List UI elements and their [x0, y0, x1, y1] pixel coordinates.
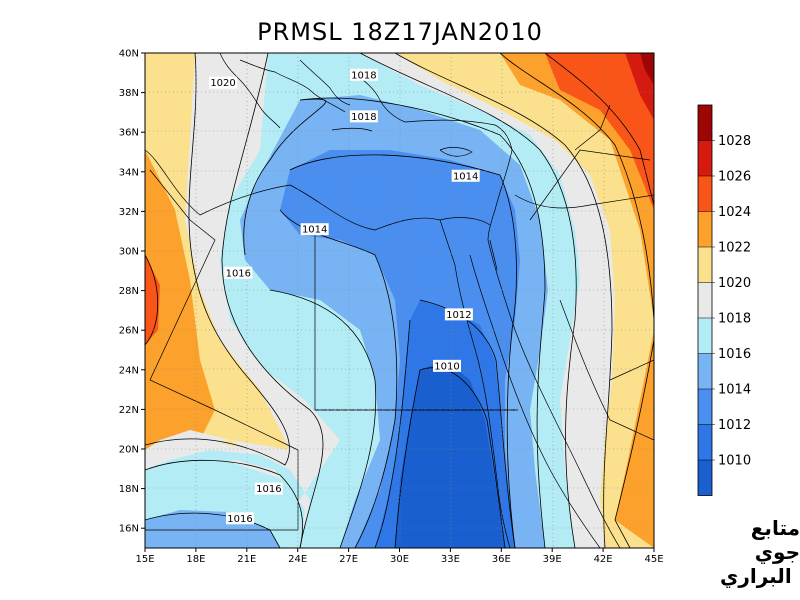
colorbar-label: 1012	[718, 418, 751, 433]
contour-labels: 1020 1018 1018 1014 1014 1016 1012 1010 1016 1016	[209, 68, 480, 525]
colorbar-segment	[698, 282, 712, 318]
signature-line-1: متابع جوي	[750, 516, 800, 564]
svg-text:1018: 1018	[351, 112, 376, 123]
colorbar-label: 1018	[718, 312, 751, 327]
contour-label: 1014	[300, 223, 329, 236]
colorbar-segment	[698, 247, 712, 283]
lon-tick-label: 36E	[492, 554, 511, 565]
colorbar-label: 1024	[718, 205, 751, 220]
colorbar-segment	[698, 318, 712, 354]
colorbar-label: 1022	[718, 241, 751, 256]
lat-tick-label: 18N	[119, 484, 139, 495]
lon-tick-label: 30E	[390, 554, 409, 565]
lon-tick-label: 21E	[237, 554, 256, 565]
lat-tick-label: 26N	[119, 326, 139, 337]
colorbar-label: 1016	[718, 347, 751, 362]
colorbar-segment	[698, 140, 712, 176]
lon-tick-label: 24E	[288, 554, 307, 565]
lon-tick-label: 42E	[594, 554, 613, 565]
lat-tick-label: 34N	[119, 167, 139, 178]
svg-text:1014: 1014	[302, 225, 327, 236]
contour-label: 1020	[209, 76, 238, 89]
contour-label: 1012	[444, 308, 473, 321]
colorbar-segment	[698, 211, 712, 247]
lat-tick-label: 40N	[119, 49, 139, 60]
lat-tick-label: 28N	[119, 286, 139, 297]
lat-tick-label: 20N	[119, 445, 139, 456]
svg-text:1018: 1018	[351, 70, 376, 81]
svg-text:1020: 1020	[210, 78, 235, 89]
svg-text:1016: 1016	[226, 268, 251, 279]
lon-tick-label: 15E	[135, 554, 154, 565]
lat-tick-label: 16N	[119, 524, 139, 535]
signature-line-2: البراري	[720, 564, 792, 588]
colorbar-segment	[698, 353, 712, 389]
contour-label: 1018	[349, 68, 378, 81]
colorbar-segment	[698, 460, 712, 496]
colorbar-label: 1028	[718, 134, 751, 149]
lon-tick-label: 18E	[186, 554, 205, 565]
colorbar: 1010 1012 1014 1016 1018 1020 1022 1024 1026 1028	[697, 104, 751, 496]
svg-text:1016: 1016	[256, 484, 281, 495]
contour-lines	[145, 53, 654, 548]
colorbar-segment	[698, 105, 712, 141]
colorbar-label: 1020	[718, 276, 751, 291]
lon-tick-label: 27E	[339, 554, 358, 565]
svg-text:1016: 1016	[227, 514, 252, 525]
svg-text:1010: 1010	[434, 361, 459, 372]
longitude-labels: 15E 18E 21E 24E 27E 30E 33E 36E 39E 42E 45E	[135, 548, 664, 565]
map-title: PRMSL 18Z17JAN2010	[257, 18, 543, 46]
colorbar-segment	[698, 389, 712, 425]
pressure-fill	[145, 53, 654, 548]
colorbar-label: 1026	[718, 170, 751, 185]
contour-label: 1010	[433, 359, 462, 372]
contour-label: 1014	[451, 169, 480, 182]
colorbar-segment	[698, 424, 712, 460]
grid-lines	[145, 53, 654, 548]
lon-tick-label: 45E	[644, 554, 663, 565]
lat-tick-label: 36N	[119, 128, 139, 139]
colorbar-label: 1014	[718, 383, 751, 398]
lat-tick-label: 22N	[119, 405, 139, 416]
svg-text:1012: 1012	[446, 310, 471, 321]
colorbar-label: 1010	[718, 454, 751, 469]
lon-tick-label: 39E	[543, 554, 562, 565]
lat-tick-label: 32N	[119, 207, 139, 218]
contour-label: 1018	[349, 110, 378, 123]
latitude-labels: 40N 38N 36N 34N 32N 30N 28N 26N 24N 22N 20N 18N 16N	[119, 49, 145, 535]
svg-text:1014: 1014	[453, 171, 478, 182]
lon-tick-label: 33E	[441, 554, 460, 565]
contour-label: 1016	[226, 512, 255, 525]
lat-tick-label: 38N	[119, 88, 139, 99]
lat-tick-label: 24N	[119, 365, 139, 376]
contour-label: 1016	[224, 266, 253, 279]
colorbar-segment	[698, 176, 712, 212]
lat-tick-label: 30N	[119, 247, 139, 258]
contour-label: 1016	[254, 482, 283, 495]
